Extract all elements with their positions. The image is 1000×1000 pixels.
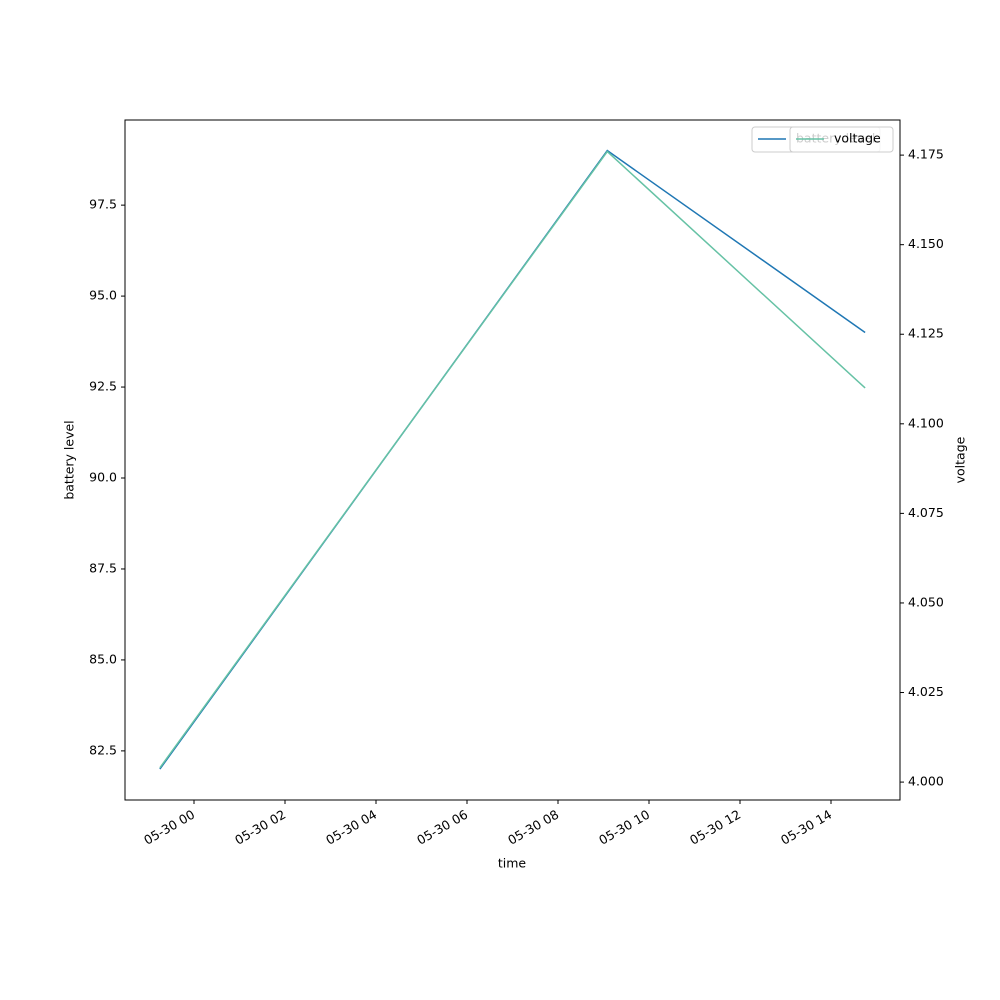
x-tick-label: 05-30 02: [232, 807, 288, 848]
x-tick-label: 05-30 10: [596, 807, 652, 848]
plot-frame: [124, 119, 901, 801]
x-tick-label: 05-30 08: [505, 807, 561, 848]
x-tick-label: 05-30 04: [323, 807, 379, 848]
y2-tick-label: 4.100: [908, 415, 944, 430]
x-tick-label: 05-30 00: [141, 807, 197, 848]
y2-tick-label: 4.175: [908, 147, 944, 162]
line-series: [159, 149, 866, 770]
y-tick-label: 97.5: [89, 197, 117, 212]
y2-tick-label: 4.025: [908, 684, 944, 699]
y2-tick-label: 4.050: [908, 594, 944, 609]
y-tick-label: 85.0: [89, 651, 117, 666]
x-tick-label: 05-30 14: [778, 807, 834, 848]
x-tick-label: 05-30 06: [414, 807, 470, 848]
y2-tick-label: 4.125: [908, 326, 944, 341]
legend-box: [789, 126, 894, 153]
y-tick-label: 87.5: [89, 560, 117, 575]
y-tick-label: 82.5: [89, 742, 117, 757]
y2-tick-label: 4.000: [908, 774, 944, 789]
y-axis-label: battery level: [62, 420, 77, 499]
y-tick-label: 90.0: [89, 470, 117, 485]
x-axis-label: time: [498, 856, 527, 871]
legend-label: voltage: [834, 131, 881, 146]
line-series: [159, 150, 866, 769]
y2-axis-label: voltage: [953, 436, 968, 483]
y2-tick-label: 4.150: [908, 236, 944, 251]
y-tick-label: 95.0: [89, 288, 117, 303]
y2-tick-label: 4.075: [908, 505, 944, 520]
x-tick-label: 05-30 12: [687, 807, 743, 848]
y-tick-label: 92.5: [89, 379, 117, 394]
